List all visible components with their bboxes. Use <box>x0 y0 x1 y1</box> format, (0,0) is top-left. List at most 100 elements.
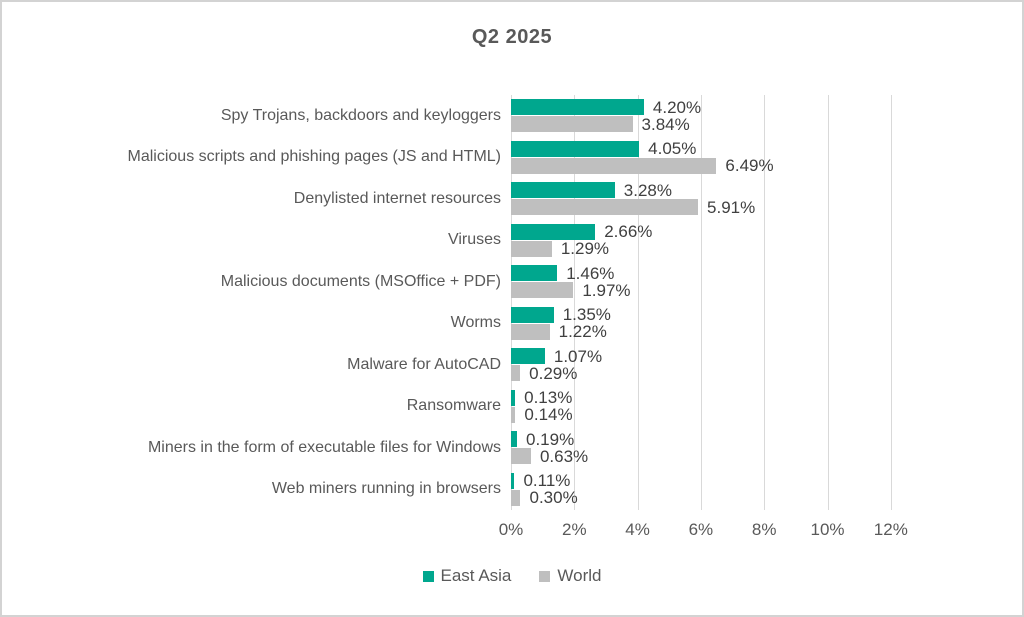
gridline <box>637 95 639 510</box>
east-asia-value-label: 1.35% <box>562 305 611 325</box>
x-axis-tick-label: 10% <box>810 520 845 539</box>
legend-item-east-asia: East Asia <box>422 566 512 586</box>
chart-title: Q2 2025 <box>471 26 553 48</box>
legend: East Asia World <box>2 566 1022 586</box>
bar-line: 4.05% <box>511 139 1022 159</box>
east-asia-value-label: 1.46% <box>566 263 615 283</box>
category-row: Worms 1.35% 1.22% <box>2 303 1022 345</box>
world-bar <box>511 365 521 382</box>
x-axis-tick-label: 2% <box>562 520 587 539</box>
world-bar <box>511 199 699 216</box>
category-label: Malware for AutoCAD <box>347 355 501 373</box>
category-label: Web miners running in browsers <box>271 480 501 498</box>
bar-line: 0.19% <box>511 429 1022 449</box>
east-asia-bar <box>511 182 615 199</box>
category-row: Viruses 2.66% 1.29% <box>2 220 1022 262</box>
category-label: Denylisted internet resources <box>293 189 501 207</box>
world-bar <box>511 240 552 257</box>
world-value-label: 1.22% <box>558 322 607 342</box>
gridline <box>511 95 512 510</box>
east-asia-value-label: 4.20% <box>652 97 702 117</box>
east-asia-bar <box>511 99 644 116</box>
world-bar <box>511 157 717 174</box>
category-row: Malware for AutoCAD 1.07% 0.29% <box>2 344 1022 386</box>
east-asia-value-label: 1.07% <box>553 346 603 366</box>
world-value-label: 0.30% <box>529 488 578 508</box>
world-value-label: 1.97% <box>582 280 631 300</box>
world-bar <box>511 282 574 299</box>
world-value-label: 6.49% <box>725 156 774 176</box>
category-label: Worms <box>450 314 501 332</box>
bar-group: 4.05% 6.49% <box>511 139 1022 176</box>
category-row: Web miners running in browsers 0.11% 0.30% <box>2 469 1022 511</box>
x-axis-tick-label: 4% <box>625 520 650 539</box>
category-label: Miners in the form of executable files f… <box>147 438 501 456</box>
category-label: Malicious scripts and phishing pages (JS… <box>127 148 502 166</box>
bar-group: 1.07% 0.29% <box>511 346 1022 383</box>
gridline <box>700 95 702 510</box>
world-swatch-icon <box>539 570 551 582</box>
gridline <box>890 95 892 510</box>
world-value-label: 0.29% <box>529 363 578 383</box>
world-bar <box>511 448 531 465</box>
x-axis-tick-label: 6% <box>688 520 714 539</box>
east-asia-bar <box>511 431 517 448</box>
east-asia-bar <box>511 140 640 157</box>
bar-line: 3.28% <box>511 180 1022 200</box>
bar-group: 3.28% 5.91% <box>511 180 1022 217</box>
bar-group: 2.66% 1.29% <box>511 223 1022 259</box>
world-value-label: 1.29% <box>560 239 610 259</box>
category-row: Malicious scripts and phishing pages (JS… <box>2 137 1022 179</box>
world-value-label: 5.91% <box>707 197 756 217</box>
east-asia-swatch-icon <box>422 570 434 582</box>
east-asia-bar <box>511 265 558 282</box>
category-row: Denylisted internet resources 3.28% 5.91% <box>2 178 1022 220</box>
bar-group: 0.13% 0.14% <box>511 388 1022 425</box>
x-axis-tick-label: 8% <box>751 520 777 539</box>
gridlines <box>511 95 923 510</box>
bar-line: 4.20% <box>511 97 1022 117</box>
east-asia-bar <box>511 348 545 365</box>
east-asia-value-label: 4.05% <box>648 139 697 159</box>
world-bar <box>511 116 633 133</box>
bar-line: 1.07% <box>511 346 1022 366</box>
category-label: Malicious documents (MSOffice + PDF) <box>220 272 501 290</box>
east-asia-bar <box>511 389 516 406</box>
east-asia-value-label: 0.19% <box>526 429 575 449</box>
category-label: Spy Trojans, backdoors and keyloggers <box>220 106 501 124</box>
legend-label-world: World <box>557 566 602 585</box>
category-row: Malicious documents (MSOffice + PDF) 1.46… <box>2 261 1022 303</box>
category-row: Miners in the form of executable files f… <box>2 427 1022 469</box>
east-asia-value-label: 3.28% <box>623 180 672 200</box>
gridline <box>764 95 766 510</box>
x-axis-tick-label: 12% <box>873 520 908 539</box>
world-bar <box>511 323 550 340</box>
bar-group: 0.11% 0.30% <box>511 472 1022 508</box>
bar-line: 1.97% <box>511 280 1022 300</box>
east-asia-bar <box>511 223 596 240</box>
legend-label-east-asia: East Asia <box>440 566 512 585</box>
east-asia-bar <box>511 306 554 323</box>
bar-line: 0.29% <box>511 363 1022 383</box>
bar-line: 1.22% <box>511 322 1022 342</box>
bar-line: 2.66% <box>511 223 1022 240</box>
world-value-label: 0.14% <box>524 405 573 425</box>
world-value-label: 3.84% <box>641 114 690 134</box>
bar-line: 0.13% <box>511 388 1022 408</box>
bar-group: 4.20% 3.84% <box>511 97 1022 134</box>
category-row: Ransomware 0.13% 0.14% <box>2 386 1022 428</box>
gridline <box>574 95 576 510</box>
east-asia-bar <box>511 472 515 489</box>
east-asia-value-label: 0.13% <box>524 388 573 408</box>
bar-group: 0.19% 0.63% <box>511 429 1022 466</box>
x-axis: 0% 2% 4% 6% 8% 10% 12% <box>499 520 923 542</box>
bar-group: 1.46% 1.97% <box>511 263 1022 300</box>
bar-chart-plot-area: Spy Trojans, backdoors and keyloggers 4.2… <box>2 95 1022 510</box>
bar-group: 1.35% 1.22% <box>511 305 1022 342</box>
bar-line: 1.35% <box>511 305 1022 325</box>
legend-item-world: World <box>539 566 601 586</box>
bar-line: 0.30% <box>511 488 1022 508</box>
bar-line: 6.49% <box>511 156 1022 176</box>
bar-line: 0.11% <box>511 472 1022 489</box>
world-value-label: 0.63% <box>539 446 589 466</box>
